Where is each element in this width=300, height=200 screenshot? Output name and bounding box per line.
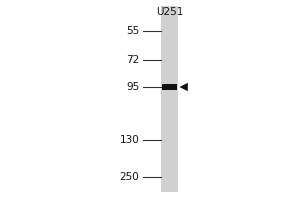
Text: U251: U251 <box>156 7 183 17</box>
Text: 55: 55 <box>126 26 140 36</box>
Text: 72: 72 <box>126 55 140 65</box>
Text: 95: 95 <box>126 82 140 92</box>
Text: 130: 130 <box>120 135 140 145</box>
Bar <box>162 84 177 90</box>
Polygon shape <box>179 83 188 91</box>
Bar <box>161 6 178 192</box>
Text: 250: 250 <box>120 172 140 182</box>
